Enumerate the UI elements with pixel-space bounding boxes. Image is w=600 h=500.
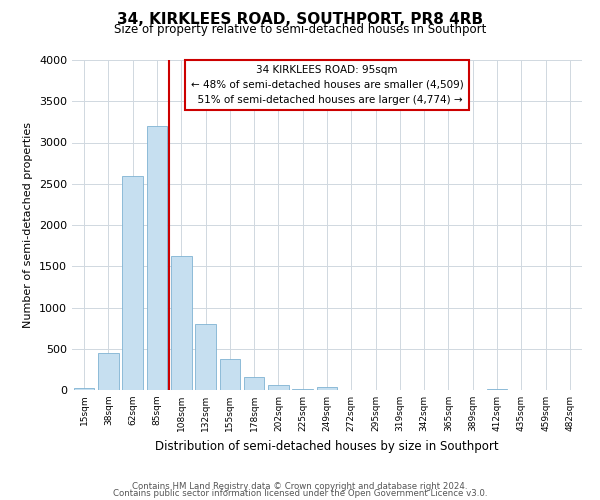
- Text: Contains HM Land Registry data © Crown copyright and database right 2024.: Contains HM Land Registry data © Crown c…: [132, 482, 468, 491]
- Bar: [268, 385, 289, 390]
- Bar: [317, 386, 337, 390]
- Text: 34 KIRKLEES ROAD: 95sqm
← 48% of semi-detached houses are smaller (4,509)
  51% : 34 KIRKLEES ROAD: 95sqm ← 48% of semi-de…: [191, 65, 463, 104]
- Text: Size of property relative to semi-detached houses in Southport: Size of property relative to semi-detach…: [114, 22, 486, 36]
- Bar: [122, 176, 143, 390]
- Y-axis label: Number of semi-detached properties: Number of semi-detached properties: [23, 122, 34, 328]
- Bar: [171, 256, 191, 390]
- Bar: [220, 358, 240, 390]
- Bar: [74, 388, 94, 390]
- Text: 34, KIRKLEES ROAD, SOUTHPORT, PR8 4RB: 34, KIRKLEES ROAD, SOUTHPORT, PR8 4RB: [117, 12, 483, 28]
- Bar: [98, 353, 119, 390]
- Bar: [487, 389, 508, 390]
- Bar: [146, 126, 167, 390]
- Bar: [244, 377, 265, 390]
- X-axis label: Distribution of semi-detached houses by size in Southport: Distribution of semi-detached houses by …: [155, 440, 499, 452]
- Bar: [292, 389, 313, 390]
- Bar: [195, 324, 216, 390]
- Text: Contains public sector information licensed under the Open Government Licence v3: Contains public sector information licen…: [113, 490, 487, 498]
